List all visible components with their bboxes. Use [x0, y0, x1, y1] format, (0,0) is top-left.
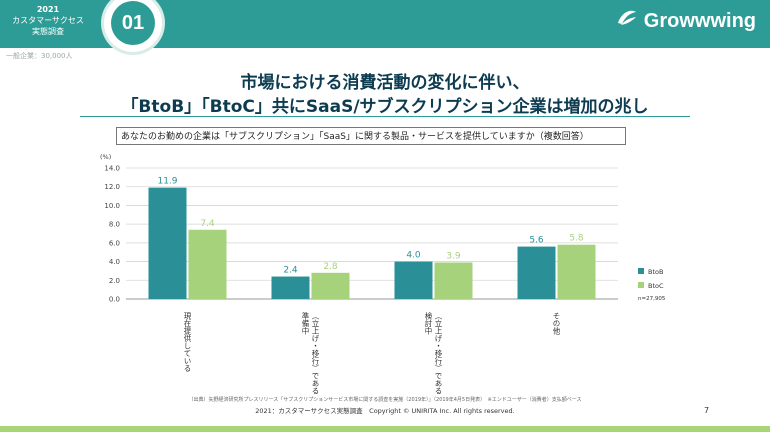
- bar-btob: [148, 187, 187, 299]
- category-label: （立上げ・移行）である: [311, 312, 320, 395]
- data-label-btoc: 2.8: [323, 262, 338, 272]
- survey-label: 2021 カスタマーサクセス 実態調査: [0, 0, 96, 44]
- bar-btob: [517, 246, 556, 299]
- sample-note: 一般企業：30,000人: [6, 52, 73, 60]
- y-tick-label: 10.0: [104, 202, 120, 210]
- source-note: （出典）矢野経済研究所プレスリリース「サブスクリプションサービス市場に関する調査…: [188, 397, 582, 403]
- survey-question: あなたのお勤めの企業は「サブスクリプション」「SaaS」に関する製品・サービスを…: [116, 127, 626, 145]
- copyright: 2021：カスタマーサクセス実態調査 Copyright © UNIRITA I…: [255, 407, 515, 415]
- data-label-btob: 4.0: [406, 251, 421, 261]
- data-label-btoc: 3.9: [446, 252, 461, 262]
- survey-name-line2: 実態調査: [32, 27, 64, 36]
- category-label: 現在提供している: [183, 312, 192, 373]
- bar-btoc: [557, 244, 596, 299]
- y-axis-unit: (%): [100, 153, 111, 161]
- category-label: 検討中: [424, 311, 433, 336]
- section-number: 01: [111, 1, 155, 45]
- category-label: （立上げ・移行）である: [434, 312, 443, 395]
- bar-btoc: [311, 272, 350, 299]
- section-badge: 01: [104, 0, 162, 52]
- slide-title-line2: 「BtoB」「BtoC」共にSaaS/サブスクリプション企業は増加の兆し: [121, 97, 649, 117]
- bar-btob: [271, 276, 310, 299]
- logo: Growwwing: [616, 9, 756, 33]
- legend-swatch-btob: [638, 268, 644, 274]
- data-label-btoc: 5.8: [569, 234, 584, 244]
- slide-title-line1: 市場における消費活動の変化に伴い、: [240, 73, 530, 93]
- legend-swatch-btoc: [638, 282, 644, 288]
- survey-name-line1: カスタマーサクセス: [12, 16, 84, 25]
- category-label: 準備中: [301, 311, 310, 336]
- data-label-btoc: 7.4: [200, 219, 215, 229]
- growwwing-logo-icon: [616, 9, 638, 33]
- bar-btob: [394, 261, 433, 299]
- data-label-btob: 5.6: [529, 236, 544, 246]
- y-tick-label: 4.0: [109, 258, 120, 266]
- footer-bar: [0, 426, 770, 432]
- legend-label-btob: BtoB: [648, 268, 663, 276]
- data-label-btob: 11.9: [157, 177, 177, 187]
- data-label-btob: 2.4: [283, 266, 298, 276]
- legend-label-btoc: BtoC: [648, 282, 664, 290]
- y-tick-label: 12.0: [104, 183, 120, 191]
- sample-size: n=27,905: [638, 296, 666, 302]
- y-tick-label: 6.0: [109, 239, 120, 247]
- logo-text: Growwwing: [643, 10, 756, 32]
- bar-btoc: [188, 229, 227, 299]
- category-label: その他: [552, 312, 561, 336]
- page-number: 7: [704, 406, 710, 415]
- y-tick-label: 14.0: [104, 165, 120, 173]
- title-rule: [80, 116, 690, 117]
- y-tick-label: 0.0: [109, 296, 120, 304]
- y-tick-label: 8.0: [109, 221, 120, 229]
- survey-year: 2021: [36, 5, 60, 14]
- y-tick-label: 2.0: [109, 277, 120, 285]
- bar-btoc: [434, 262, 473, 299]
